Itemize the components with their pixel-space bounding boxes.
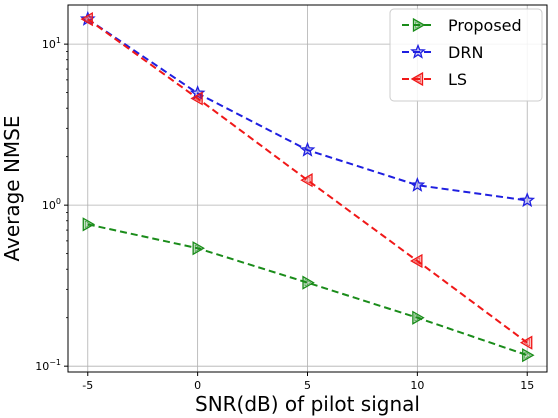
legend-label-ls: LS (448, 70, 467, 89)
series-line-ls (87, 18, 528, 344)
legend: Proposed DRN LS (389, 8, 543, 102)
legend-marker-drn (410, 43, 426, 59)
series-proposed (82, 217, 535, 363)
data-point-proposed (522, 348, 535, 363)
legend-label-proposed: Proposed (448, 16, 522, 35)
y-tick-label: 10−1 (35, 358, 61, 373)
x-tick-label: 15 (520, 379, 534, 392)
series-layer (79, 10, 536, 363)
data-point-ls-inner (193, 94, 201, 103)
x-axis-label: SNR(dB) of pilot signal (195, 392, 420, 416)
data-point-ls-inner (303, 176, 311, 184)
data-point-ls-inner (413, 257, 421, 265)
legend-label-drn: DRN (448, 43, 483, 62)
data-point-proposed-inner (85, 220, 92, 229)
legend-marker-ls-inner (414, 75, 421, 83)
data-point-drn (189, 85, 206, 101)
data-point-proposed (302, 275, 315, 290)
legend-marker-proposed-inner (415, 21, 422, 29)
data-point-ls-inner (83, 15, 91, 23)
data-point-proposed (412, 310, 425, 325)
ticks: -5 0 5 10 15 10−1 100 101 (35, 36, 534, 392)
x-tick-label: -5 (82, 379, 93, 392)
data-point-drn (519, 192, 536, 208)
data-point-proposed-inner (194, 244, 202, 252)
y-tick-label: 101 (42, 36, 61, 51)
x-tick-label: 0 (194, 379, 201, 392)
data-point-proposed (82, 217, 96, 232)
series-ls (80, 12, 533, 350)
x-tick-label: 10 (410, 379, 424, 392)
data-point-ls-inner (523, 338, 530, 347)
y-axis-label: Average NMSE (0, 115, 24, 261)
y-tick-label: 100 (42, 197, 61, 212)
series-line-drn (87, 18, 528, 202)
data-point-proposed-inner (414, 313, 422, 322)
data-point-proposed-inner (304, 278, 312, 287)
data-point-drn (409, 176, 426, 192)
x-tick-label: 5 (304, 379, 311, 392)
data-point-proposed-inner (524, 351, 532, 359)
data-point-drn (299, 141, 316, 157)
data-point-proposed (192, 241, 205, 256)
